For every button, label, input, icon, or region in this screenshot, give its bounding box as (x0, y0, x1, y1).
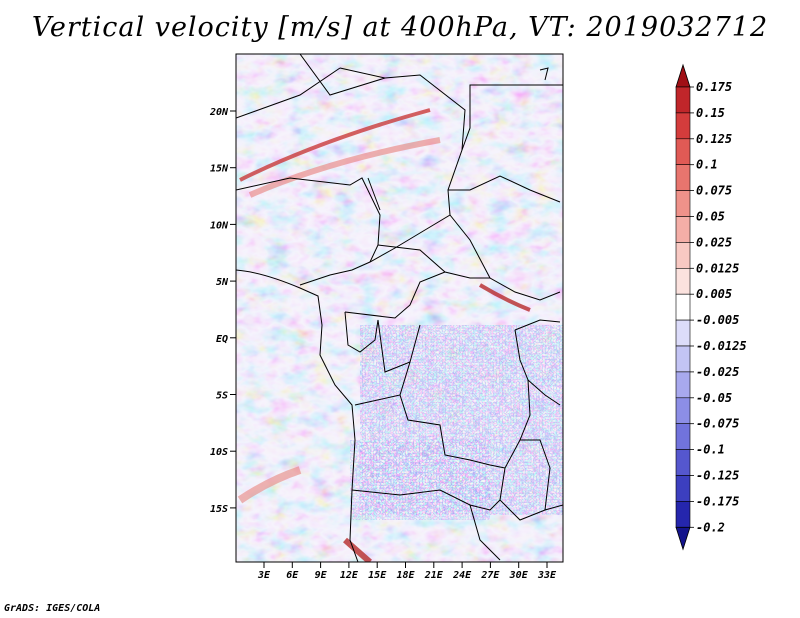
colorbar-label: 0.05 (696, 210, 725, 224)
colorbar-swatch (675, 475, 691, 502)
ascent-streak (248, 137, 441, 198)
lat-tick-label: 20N (209, 107, 229, 118)
colorbar-label: -0.075 (696, 417, 739, 431)
velocity-field (236, 54, 563, 562)
colorbar-swatch (675, 242, 691, 269)
lat-tick-label: 10S (210, 447, 228, 458)
lon-tick-label: 21E (424, 570, 444, 581)
lat-tick-label: 10N (210, 220, 229, 231)
longitude-axis: 3E 6E 9E 12E 15E 18E 21E 24E 27E 30E 33E (257, 562, 557, 581)
colorbar-label: -0.1 (696, 443, 725, 457)
lon-tick-label: 18E (396, 570, 415, 581)
ascent-streak (237, 466, 302, 504)
lon-tick-label: 3E (257, 570, 271, 581)
colorbar-label: 0.075 (696, 184, 732, 198)
colorbar-label: -0.0125 (696, 339, 747, 353)
colorbar-swatch (675, 501, 691, 528)
colorbar: 0.175 0.15 0.125 0.1 0.075 0.05 0.025 0.0125 0.0… (675, 63, 747, 551)
colorbar-swatch (675, 267, 691, 295)
ascent-streak (343, 537, 372, 562)
lat-tick-label: EQ (216, 334, 228, 345)
colorbar-swatch (675, 112, 691, 140)
lon-tick-label: 30E (509, 570, 529, 581)
colorbar-swatch (675, 371, 691, 399)
colorbar-swatch (675, 449, 691, 476)
colorbar-label: 0.175 (696, 80, 732, 94)
colorbar-swatch (675, 423, 691, 450)
colorbar-label: -0.175 (696, 494, 739, 508)
colorbar-label: 0.125 (696, 132, 732, 146)
colorbar-cap-bottom (675, 526, 691, 551)
lon-tick-label: 12E (340, 570, 359, 581)
colorbar-label: -0.125 (696, 469, 739, 483)
colorbar-swatch (675, 216, 691, 243)
map-frame (235, 53, 564, 563)
lat-tick-label: 15S (210, 504, 228, 515)
colorbar-swatch (675, 397, 691, 424)
country-borders (236, 54, 563, 562)
colorbar-cap-top (675, 63, 691, 88)
ascent-streak (478, 283, 531, 312)
software-credit: GrADS: IGES/COLA (4, 603, 101, 614)
colorbar-swatch (675, 190, 691, 217)
colorbar-swatch (675, 164, 691, 191)
lon-tick-label: 6E (286, 570, 299, 581)
colorbar-label: -0.05 (696, 391, 732, 405)
chart-title: Vertical velocity [m/s] at 400hPa, VT: 2… (31, 12, 769, 43)
colorbar-swatch (675, 345, 691, 373)
colorbar-label: 0.15 (696, 106, 725, 120)
colorbar-label: 0.005 (696, 287, 732, 301)
lon-tick-label: 27E (480, 570, 500, 581)
colorbar-label: -0.2 (696, 520, 725, 534)
colorbar-swatch (675, 319, 691, 347)
latitude-axis: 20N 15N 10N 5N EQ 5S 10S 15S (209, 107, 236, 515)
colorbar-label: -0.005 (696, 313, 739, 327)
lon-tick-label: 15E (368, 570, 387, 581)
lat-tick-label: 15N (210, 164, 229, 175)
colorbar-swatch (675, 138, 691, 166)
convection-speckle-region (350, 440, 490, 520)
colorbar-label: -0.025 (696, 365, 739, 379)
colorbar-swatch (675, 293, 691, 321)
lon-tick-label: 9E (315, 570, 328, 581)
colorbar-label: 0.1 (696, 158, 718, 172)
colorbar-label: 0.025 (696, 235, 732, 249)
colorbar-label: 0.0125 (696, 261, 739, 275)
lon-tick-label: 33E (537, 570, 557, 581)
lat-tick-label: 5N (216, 277, 229, 288)
lon-tick-label: 24E (452, 570, 472, 581)
lat-tick-label: 5S (216, 391, 228, 402)
ascent-streak (239, 108, 431, 182)
colorbar-swatch (675, 86, 691, 114)
